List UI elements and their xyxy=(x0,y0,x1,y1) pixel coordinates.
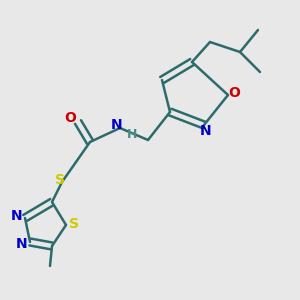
Text: N: N xyxy=(111,118,123,132)
Text: S: S xyxy=(55,173,65,187)
Text: N: N xyxy=(11,209,23,223)
Text: N: N xyxy=(200,124,212,138)
Text: O: O xyxy=(228,86,240,100)
Text: N: N xyxy=(16,237,28,251)
Text: O: O xyxy=(64,111,76,125)
Text: H: H xyxy=(127,128,137,140)
Text: S: S xyxy=(69,217,79,231)
